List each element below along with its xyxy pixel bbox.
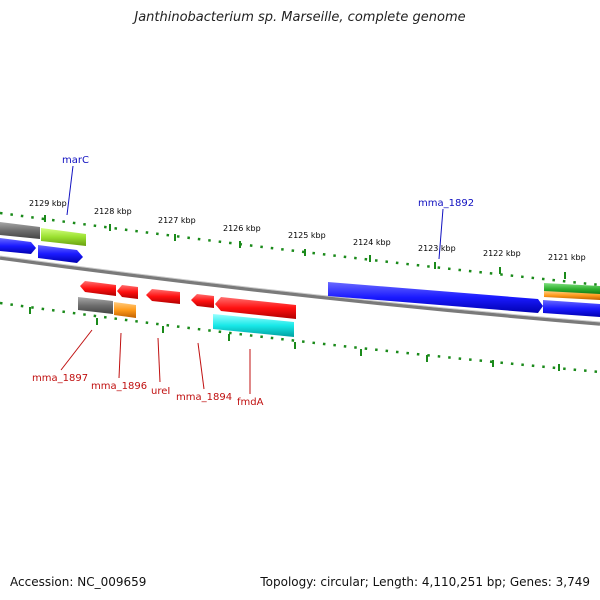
- gene-mma_1896[interactable]: [114, 302, 136, 318]
- scale-label: 2122 kbp: [483, 249, 521, 258]
- label-mma_1896[interactable]: mma_1896: [91, 381, 147, 392]
- gene-fmdA[interactable]: [213, 314, 294, 337]
- scale-labels: 2129 kbp 2128 kbp 2127 kbp 2126 kbp 2125…: [29, 199, 586, 262]
- label-ureI[interactable]: ureI: [151, 386, 170, 397]
- accession-text: Accession: NC_009659: [10, 575, 147, 589]
- gene-mma_1892[interactable]: [328, 282, 543, 313]
- lower-scale-track: [0, 301, 600, 374]
- label-mma_1894[interactable]: mma_1894: [176, 392, 232, 403]
- genome-backbone: [0, 256, 600, 326]
- scale-label: 2127 kbp: [158, 216, 196, 225]
- label-fmdA[interactable]: fmdA: [237, 397, 264, 408]
- scale-label: 2124 kbp: [353, 238, 391, 247]
- top-gene-labels: marC mma_1892: [62, 155, 474, 260]
- gene-mma_1897[interactable]: [78, 297, 113, 314]
- minus-strand-genes: [78, 281, 296, 337]
- label-marC[interactable]: marC: [62, 155, 89, 166]
- gene-gray-left[interactable]: [0, 222, 40, 239]
- scale-label: 2126 kbp: [223, 224, 261, 233]
- gene-red-3[interactable]: [146, 289, 180, 304]
- gene-blue-left-1[interactable]: [0, 238, 36, 254]
- gene-red-1[interactable]: [80, 281, 116, 296]
- scale-label: 2123 kbp: [418, 244, 456, 253]
- label-mma_1892[interactable]: mma_1892: [418, 198, 474, 209]
- genome-title: Janthinobacterium sp. Marseille, complet…: [134, 10, 466, 25]
- bottom-gene-labels: mma_1897 mma_1896 ureI mma_1894 fmdA: [32, 329, 264, 408]
- upper-scale-track: [0, 211, 600, 287]
- scale-label: 2121 kbp: [548, 253, 586, 262]
- gene-red-2[interactable]: [117, 285, 138, 299]
- label-mma_1897[interactable]: mma_1897: [32, 373, 88, 384]
- scale-label: 2128 kbp: [94, 207, 132, 216]
- gene-blue-left-2[interactable]: [38, 245, 83, 263]
- scale-label: 2129 kbp: [29, 199, 67, 208]
- gene-blue-right[interactable]: [543, 300, 600, 317]
- topology-text: Topology: circular; Length: 4,110,251 bp…: [260, 575, 590, 589]
- gene-marC[interactable]: [41, 228, 86, 246]
- plus-strand-genes: [0, 222, 600, 317]
- gene-red-4[interactable]: [191, 294, 214, 308]
- gene-orange-right[interactable]: [544, 291, 600, 300]
- gene-red-5[interactable]: [215, 297, 296, 319]
- scale-label: 2125 kbp: [288, 231, 326, 240]
